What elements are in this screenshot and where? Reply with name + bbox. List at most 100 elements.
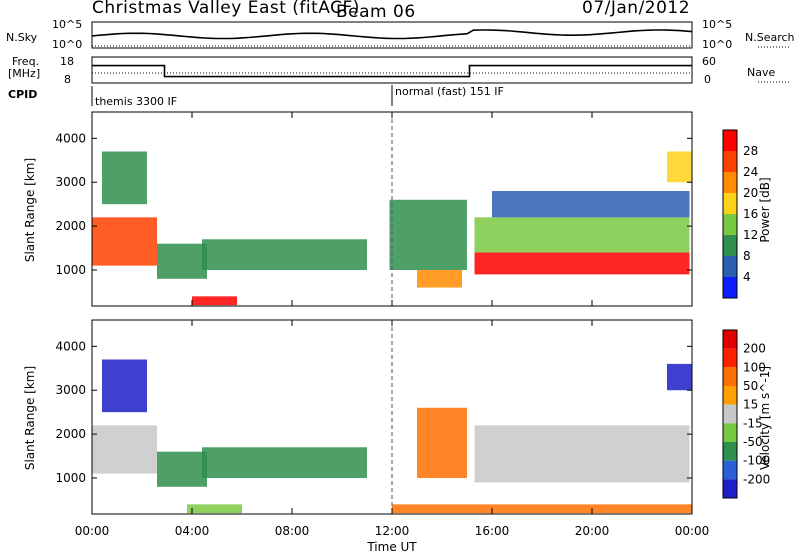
power-colorbar-tick-5: 8 — [743, 249, 751, 263]
power-regions-region-7 — [474, 252, 690, 275]
freq-series-line — [92, 64, 692, 78]
time-tick-label-3: 12:00 — [375, 524, 410, 538]
velocity-regions — [92, 359, 692, 514]
velocity-colorbar-tick-1: 100 — [743, 360, 766, 374]
freq-panel-frame — [91, 56, 693, 84]
power-colorbar-swatch-2 — [723, 172, 737, 193]
velocity-ylabel: Slant Range [km] — [23, 366, 37, 470]
velocity-regions-region-6 — [417, 407, 467, 479]
power-colorbar-tick-1: 24 — [743, 165, 758, 179]
vel-yticks-label-2: 2000 — [55, 427, 86, 441]
velocity-colorbar-swatch-7 — [723, 460, 737, 480]
power-yticks-label-0: 4000 — [55, 131, 86, 145]
power-colorbar-label: Power [dB] — [758, 177, 772, 242]
nsky-panel-frame — [91, 21, 693, 49]
nave-tick-bottom: 0 — [704, 73, 711, 86]
power-colorbar-tick-4: 12 — [743, 228, 758, 242]
velocity-colorbar-swatch-3 — [723, 386, 737, 405]
power-regions-region-3 — [202, 239, 367, 271]
power-regions — [92, 151, 692, 306]
time-tick-label-5: 20:00 — [575, 524, 610, 538]
beam-label: Beam 06 — [336, 2, 416, 22]
velocity-regions-region-2 — [157, 451, 207, 487]
power-colorbar-tick-0: 28 — [743, 144, 758, 158]
velocity-colorbar-swatch-1 — [723, 348, 737, 368]
power-regions-region-9 — [492, 191, 690, 218]
power-ylabel: Slant Range [km] — [23, 158, 37, 262]
plot-title: Christmas Valley East (fitACF) — [92, 0, 360, 18]
power-regions-region-5 — [389, 199, 467, 271]
velocity-colorbar-tick-4: -15 — [743, 416, 763, 430]
nsearch-tick-bottom: 10^0 — [702, 38, 733, 51]
velocity-colorbar-swatch-5 — [723, 423, 737, 442]
freq-unit-label: [MHz] — [8, 67, 41, 80]
vel-yticks-label-0: 4000 — [55, 339, 86, 353]
power-colorbar-swatch-5 — [723, 235, 737, 256]
power-colorbar-tick-3: 16 — [743, 207, 758, 221]
nsky-label: N.Sky — [6, 31, 38, 44]
velocity-colorbar-swatch-4 — [723, 404, 737, 424]
velocity-colorbar-tick-0: 200 — [743, 342, 766, 356]
power-regions-region-10 — [667, 151, 692, 183]
power-yticks-label-3: 1000 — [55, 263, 86, 277]
nsearch-label: N.Search — [745, 31, 795, 44]
velocity-regions-region-4 — [187, 504, 242, 514]
nsky-series-line — [91, 29, 693, 40]
time-tick-label-6: 00:00 — [675, 524, 710, 538]
nave-tick-top: 60 — [702, 55, 716, 68]
velocity-colorbar-swatch-2 — [723, 367, 737, 386]
power-regions-region-0 — [92, 217, 157, 266]
velocity-colorbar-swatch-0 — [723, 330, 737, 349]
velocity-colorbar-tick-7: -200 — [743, 472, 770, 486]
time-tick-label-4: 16:00 — [475, 524, 510, 538]
freq-tick-top: 18 — [60, 55, 74, 68]
nsky-tick-bottom: 10^0 — [52, 38, 83, 51]
vel-yticks-label-3: 1000 — [55, 471, 86, 485]
power-colorbar: 28 24 20 16 12 8 4 — [722, 129, 758, 299]
nsearch-tick-top: 10^5 — [702, 18, 733, 31]
vel-yticks-label-1: 3000 — [55, 383, 86, 397]
power-yticks-label-1: 3000 — [55, 175, 86, 189]
power-regions-region-1 — [102, 151, 147, 205]
power-regions-region-4 — [192, 296, 237, 306]
velocity-regions-region-8 — [667, 363, 692, 391]
cpid-segment-1: themis 3300 IF — [95, 95, 178, 108]
velocity-colorbar-tick-2: 50 — [743, 379, 758, 393]
velocity-regions-region-0 — [92, 425, 157, 474]
cpid-label: CPID — [8, 88, 38, 101]
date-label: 07/Jan/2012 — [582, 0, 691, 18]
power-colorbar-swatch-0 — [723, 130, 737, 151]
nave-label: Nave — [747, 66, 776, 79]
power-colorbar-swatch-7 — [723, 277, 737, 298]
time-tick-label-2: 08:00 — [275, 524, 310, 538]
velocity-regions-region-7 — [474, 425, 690, 483]
cpid-segment-2: normal (fast) 151 IF — [395, 85, 504, 98]
power-colorbar-swatch-6 — [723, 256, 737, 277]
velocity-colorbar-swatch-8 — [723, 479, 737, 498]
power-regions-region-2 — [157, 243, 207, 279]
velocity-regions-region-1 — [102, 359, 147, 413]
power-colorbar-tick-2: 20 — [743, 186, 758, 200]
freq-tick-bottom: 8 — [64, 73, 71, 86]
power-colorbar-swatch-1 — [723, 151, 737, 172]
velocity-colorbar-label: Velocity [m s^-1] — [758, 366, 772, 470]
power-yticks-label-2: 2000 — [55, 219, 86, 233]
power-colorbar-swatch-3 — [723, 193, 737, 214]
velocity-colorbar-tick-6: -100 — [743, 454, 770, 468]
freq-label: Freq. — [12, 55, 40, 68]
power-regions-region-8 — [474, 217, 690, 253]
power-colorbar-tick-6: 4 — [743, 270, 751, 284]
power-regions-region-6 — [417, 270, 462, 288]
velocity-colorbar-tick-3: 15 — [743, 398, 758, 412]
time-tick-label-0: 00:00 — [75, 524, 110, 538]
velocity-colorbar: 200 100 50 15 -15 -50 -100 -200 — [722, 329, 770, 499]
nsky-tick-top: 10^5 — [52, 18, 83, 31]
velocity-regions-region-5 — [392, 504, 692, 514]
velocity-colorbar-tick-5: -50 — [743, 435, 763, 449]
velocity-regions-region-3 — [202, 447, 367, 479]
time-tick-label-1: 04:00 — [175, 524, 210, 538]
time-axis-label: Time UT — [366, 540, 417, 554]
power-colorbar-swatch-4 — [723, 214, 737, 235]
velocity-colorbar-swatch-6 — [723, 442, 737, 461]
